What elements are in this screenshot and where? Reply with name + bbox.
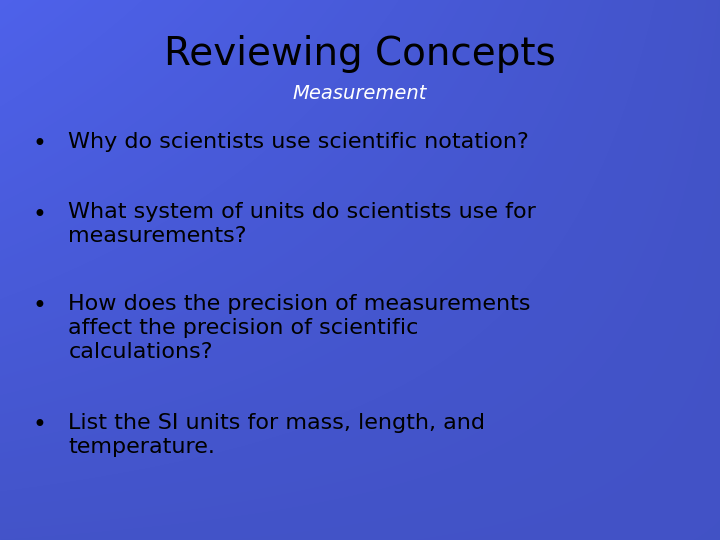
Text: •: • [32,413,47,437]
Text: What system of units do scientists use for
measurements?: What system of units do scientists use f… [68,202,536,246]
Text: •: • [32,132,47,156]
Text: •: • [32,294,47,318]
Text: Why do scientists use scientific notation?: Why do scientists use scientific notatio… [68,132,529,152]
Text: Measurement: Measurement [293,84,427,103]
Text: Reviewing Concepts: Reviewing Concepts [164,35,556,73]
Text: •: • [32,202,47,226]
Text: List the SI units for mass, length, and
temperature.: List the SI units for mass, length, and … [68,413,485,457]
Text: How does the precision of measurements
affect the precision of scientific
calcul: How does the precision of measurements a… [68,294,531,362]
